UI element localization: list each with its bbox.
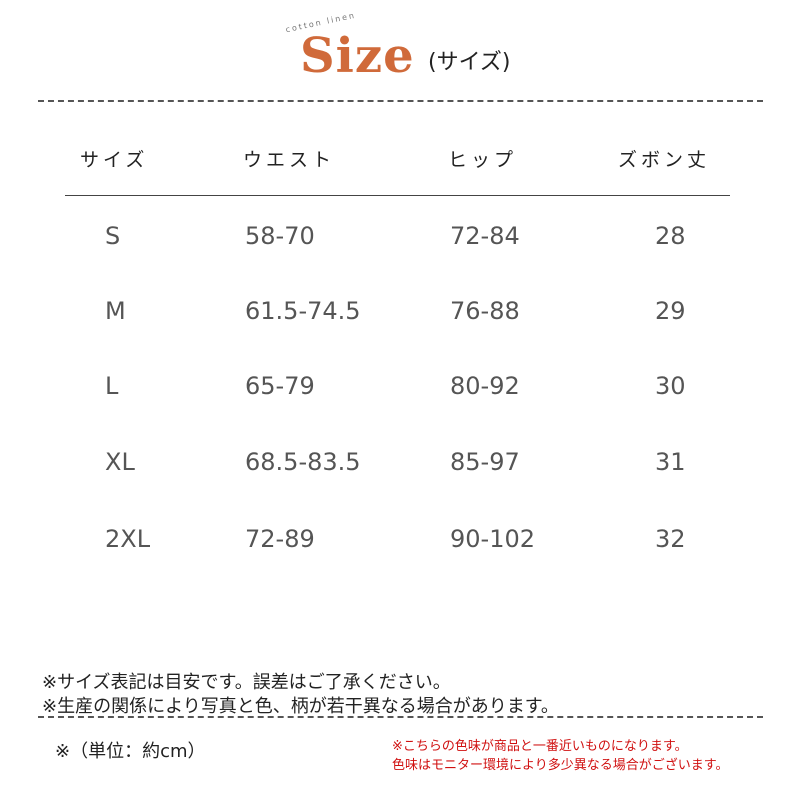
color-note-2: 色味はモニター環境により多少異なる場合がございます。 xyxy=(392,758,729,773)
table-cell: 58-70 xyxy=(245,222,315,250)
table-cell: 68.5-83.5 xyxy=(245,448,361,476)
divider-top xyxy=(38,100,763,102)
table-cell: 29 xyxy=(655,297,686,325)
table-cell: L xyxy=(105,372,119,400)
table-cell: 85-97 xyxy=(450,448,520,476)
divider-bottom xyxy=(38,716,763,718)
unit-note: ※（単位：約cm） xyxy=(55,741,206,762)
table-cell: 65-79 xyxy=(245,372,315,400)
size-logo: Size xyxy=(300,28,415,84)
column-header: ズボン丈 xyxy=(618,149,711,171)
table-cell: 72-89 xyxy=(245,525,315,553)
table-cell: M xyxy=(105,297,126,325)
table-cell: 76-88 xyxy=(450,297,520,325)
table-cell: 30 xyxy=(655,372,686,400)
page-subtitle: (サイズ) xyxy=(428,50,511,75)
note-1: ※サイズ表記は目安です。誤差はご了承ください。 xyxy=(42,672,451,693)
table-cell: 72-84 xyxy=(450,222,520,250)
column-header: ヒップ xyxy=(448,149,518,171)
table-cell: 90-102 xyxy=(450,525,536,553)
table-cell: S xyxy=(105,222,121,250)
table-cell: 32 xyxy=(655,525,686,553)
column-header: ウエスト xyxy=(243,149,336,171)
header-divider xyxy=(65,195,730,196)
table-cell: 61.5-74.5 xyxy=(245,297,361,325)
table-cell: 31 xyxy=(655,448,686,476)
table-cell: 80-92 xyxy=(450,372,520,400)
table-cell: 2XL xyxy=(105,525,151,553)
column-header: サイズ xyxy=(80,149,149,171)
note-2: ※生産の関係により写真と色、柄が若干異なる場合があります。 xyxy=(42,696,559,717)
table-cell: 28 xyxy=(655,222,686,250)
table-cell: XL xyxy=(105,448,135,476)
color-note-1: ※こちらの色味が商品と一番近いものになります。 xyxy=(392,739,688,754)
